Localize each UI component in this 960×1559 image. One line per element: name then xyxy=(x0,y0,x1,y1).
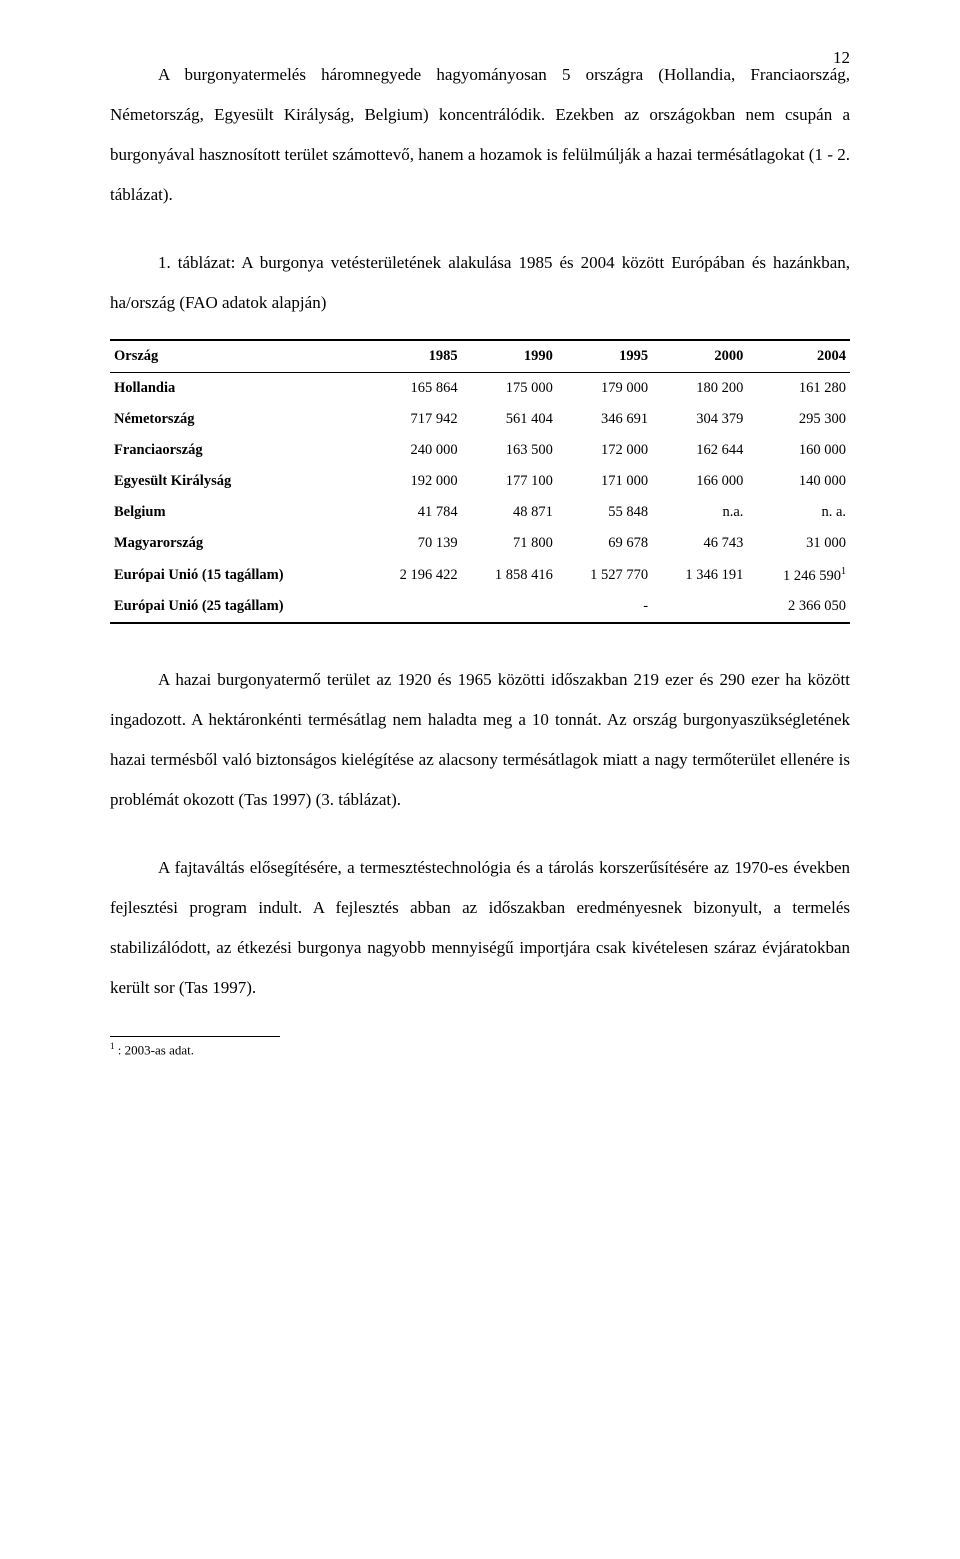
table-row: Európai Unió (15 tagállam)2 196 4221 858… xyxy=(110,559,850,592)
table-cell: Franciaország xyxy=(110,435,366,466)
table-cell: 70 139 xyxy=(366,528,461,559)
table-row: Belgium41 78448 87155 848n.a.n. a. xyxy=(110,497,850,528)
table-cell: 717 942 xyxy=(366,404,461,435)
table-cell: Németország xyxy=(110,404,366,435)
table-cell: 175 000 xyxy=(462,372,557,404)
table-cell: 71 800 xyxy=(462,528,557,559)
table-cell: 161 280 xyxy=(747,372,850,404)
table-cell: 1 246 5901 xyxy=(747,559,850,592)
data-table: Ország 1985 1990 1995 2000 2004 Hollandi… xyxy=(110,339,850,625)
table-header: 2000 xyxy=(652,340,747,373)
page-number: 12 xyxy=(833,48,850,68)
table-caption: 1. táblázat: A burgonya vetésterületének… xyxy=(110,243,850,323)
footnote: 1 : 2003-as adat. xyxy=(110,1041,850,1058)
table-cell: 304 379 xyxy=(652,404,747,435)
table-cell: 172 000 xyxy=(557,435,652,466)
table-cell: Belgium xyxy=(110,497,366,528)
table-cell: 171 000 xyxy=(557,466,652,497)
paragraph-1: A burgonyatermelés háromnegyede hagyomán… xyxy=(110,55,850,215)
footnote-text: : 2003-as adat. xyxy=(115,1042,194,1057)
table-cell: 1 527 770 xyxy=(557,559,652,592)
table-cell: 1 858 416 xyxy=(462,559,557,592)
table-cell xyxy=(366,591,461,623)
table-cell: 295 300 xyxy=(747,404,850,435)
table-cell xyxy=(462,591,557,623)
table-cell: 162 644 xyxy=(652,435,747,466)
table-cell: 163 500 xyxy=(462,435,557,466)
table-header: 1995 xyxy=(557,340,652,373)
table-cell: 1 346 191 xyxy=(652,559,747,592)
table-header-row: Ország 1985 1990 1995 2000 2004 xyxy=(110,340,850,373)
table-cell: 46 743 xyxy=(652,528,747,559)
table-cell: 240 000 xyxy=(366,435,461,466)
table-cell: 561 404 xyxy=(462,404,557,435)
table-cell: n. a. xyxy=(747,497,850,528)
table-row: Magyarország70 13971 80069 67846 74331 0… xyxy=(110,528,850,559)
table-row: Németország717 942561 404346 691304 3792… xyxy=(110,404,850,435)
table-cell: 177 100 xyxy=(462,466,557,497)
paragraph-3: A fajtaváltás elősegítésére, a termeszté… xyxy=(110,848,850,1008)
table-cell: 2 366 050 xyxy=(747,591,850,623)
table-header: Ország xyxy=(110,340,366,373)
footnote-separator xyxy=(110,1036,280,1037)
table-cell xyxy=(652,591,747,623)
table-cell: 192 000 xyxy=(366,466,461,497)
table-cell: 69 678 xyxy=(557,528,652,559)
table-cell: 165 864 xyxy=(366,372,461,404)
table-cell: 160 000 xyxy=(747,435,850,466)
table-cell: 346 691 xyxy=(557,404,652,435)
table-cell: 31 000 xyxy=(747,528,850,559)
table-row: Franciaország240 000163 500172 000162 64… xyxy=(110,435,850,466)
table-cell: 140 000 xyxy=(747,466,850,497)
table-cell: 166 000 xyxy=(652,466,747,497)
table-row: Egyesült Királyság192 000177 100171 0001… xyxy=(110,466,850,497)
table-cell: n.a. xyxy=(652,497,747,528)
table-cell: 41 784 xyxy=(366,497,461,528)
table-row: Európai Unió (25 tagállam) - 2 366 050 xyxy=(110,591,850,623)
table-cell: Európai Unió (25 tagállam) xyxy=(110,591,366,623)
table-cell: Egyesült Királyság xyxy=(110,466,366,497)
paragraph-2: A hazai burgonyatermő terület az 1920 és… xyxy=(110,660,850,820)
table-cell: - xyxy=(557,591,652,623)
table-header: 1990 xyxy=(462,340,557,373)
table-cell: Hollandia xyxy=(110,372,366,404)
table-row: Hollandia165 864175 000179 000180 200161… xyxy=(110,372,850,404)
table-cell: Európai Unió (15 tagállam) xyxy=(110,559,366,592)
table-cell: 2 196 422 xyxy=(366,559,461,592)
table-cell: 180 200 xyxy=(652,372,747,404)
table-header: 2004 xyxy=(747,340,850,373)
table-header: 1985 xyxy=(366,340,461,373)
table-cell: 55 848 xyxy=(557,497,652,528)
document-page: 12 A burgonyatermelés háromnegyede hagyo… xyxy=(0,0,960,1559)
table-cell: Magyarország xyxy=(110,528,366,559)
table-cell: 179 000 xyxy=(557,372,652,404)
table-cell: 48 871 xyxy=(462,497,557,528)
